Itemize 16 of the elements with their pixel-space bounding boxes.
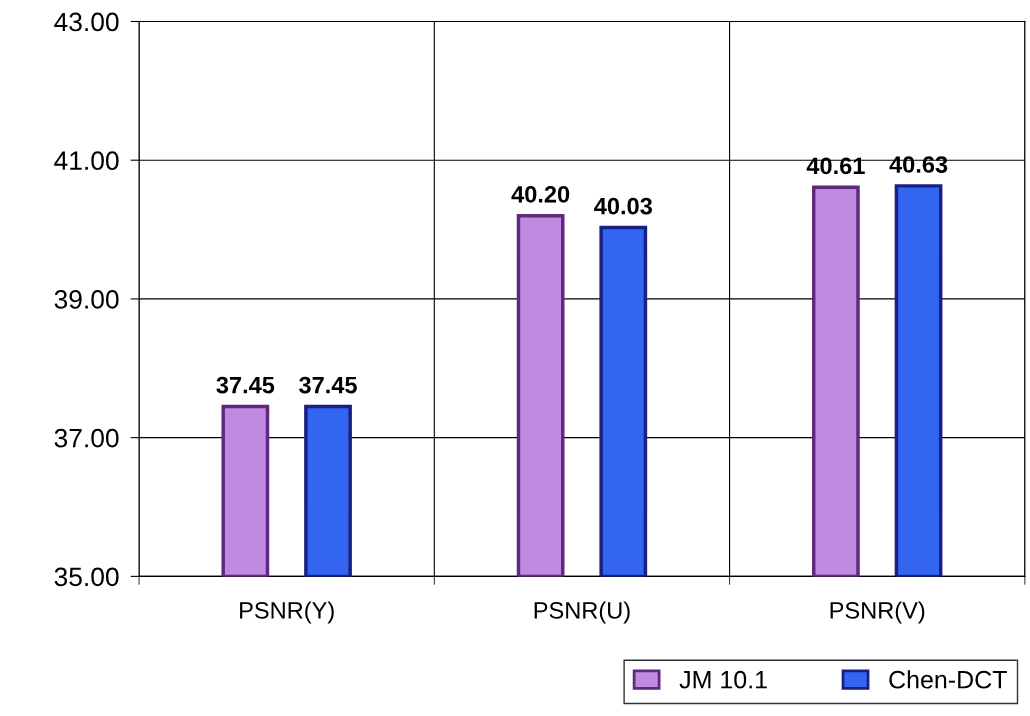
legend-label: Chen-DCT [889,670,1007,689]
y-tick-label: 43.00 [54,12,119,32]
x-tick-label: PSNR(U) [534,601,630,624]
y-tick-label: 41.00 [54,151,119,171]
y-tick-label: 39.00 [54,290,119,309]
data-label: 37.45 [216,376,275,394]
y-tick-label: 37.00 [54,428,119,448]
data-label: 40.03 [594,197,652,215]
x-tick-label: PSNR(Y) [240,601,334,624]
data-label: 40.61 [806,157,865,175]
legend-label: JM 10.1 [679,670,767,689]
data-label: 40.20 [511,185,570,203]
data-label: 40.63 [889,156,948,173]
x-tick-label: PSNR(V) [830,601,925,624]
y-tick-label: 35.00 [54,567,119,587]
data-label: 37.45 [299,376,357,394]
